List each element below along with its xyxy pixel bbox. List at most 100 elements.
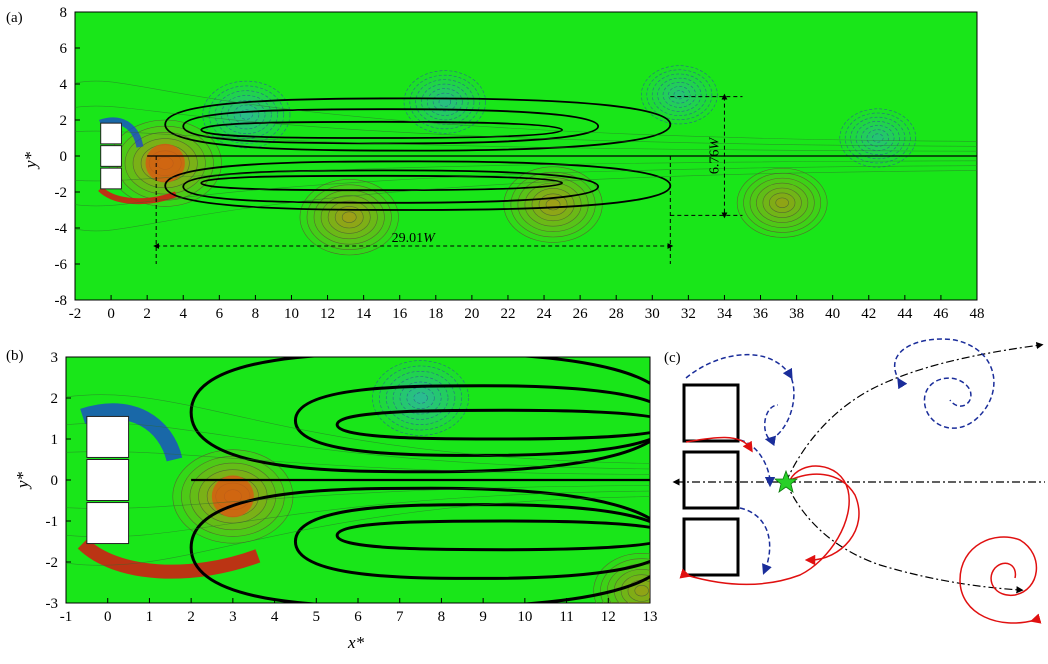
square-cylinder-icon [86, 502, 130, 545]
x-tick-label: 44 [897, 306, 913, 322]
y-tick-label: 4 [60, 77, 68, 93]
vortex-contour [673, 90, 686, 100]
square-cylinder-icon [100, 145, 122, 167]
panel-b-xlabel: x* [347, 633, 365, 652]
vortex-contour [399, 381, 442, 415]
vortex-contour [421, 83, 469, 121]
streamline-loop [335, 519, 650, 552]
streamline-loop [189, 357, 650, 474]
streamline [75, 80, 977, 142]
x-tick-label: 40 [825, 306, 840, 322]
vortex-core [145, 143, 185, 183]
upper-shear-layer [99, 117, 144, 148]
streamline-loop [200, 120, 563, 139]
x-tick-label: 42 [861, 306, 876, 322]
x-tick-label: 36 [753, 306, 769, 322]
x-tick-label: 13 [643, 609, 658, 625]
x-tick-label: 2 [187, 609, 195, 625]
x-tick-label: 3 [229, 609, 237, 625]
x-tick-label: 24 [537, 306, 553, 322]
vortex-contour [850, 116, 906, 160]
x-tick-label: 28 [609, 306, 624, 322]
square-cylinder-icon [86, 415, 130, 458]
separatrix-upper [785, 341, 1044, 483]
y-tick-label: -1 [46, 514, 59, 530]
panel-c-label: (c) [664, 350, 681, 366]
x-tick-label: -1 [60, 609, 73, 625]
streamline-loop [182, 108, 600, 145]
vortex-contour [415, 79, 475, 125]
vortex-contour [634, 585, 649, 597]
vortex-contour [299, 179, 399, 256]
x-tick-label: 2 [143, 306, 151, 322]
vortex-core [211, 475, 254, 518]
x-tick-label: 0 [104, 609, 112, 625]
negative-vortex [372, 360, 469, 436]
vortex-contour [861, 125, 895, 151]
x-tick-label: 46 [933, 306, 949, 322]
y-tick-label: 0 [60, 149, 68, 165]
x-tick-label: 8 [438, 609, 446, 625]
x-tick-label: 10 [517, 609, 532, 625]
vortex-contour [409, 74, 481, 130]
streamline-loop [293, 503, 650, 580]
x-tick-label: 12 [320, 306, 335, 322]
streamline-loop [189, 486, 650, 603]
x-tick-label: 10 [284, 306, 299, 322]
x-tick-label: 26 [573, 306, 589, 322]
red-streamline-arm [785, 473, 860, 566]
saddle-point-star-icon [773, 469, 799, 493]
panel-c: (c) [664, 338, 1045, 624]
x-tick-label: 9 [479, 609, 487, 625]
dimension-label: 6.76W [707, 137, 722, 175]
y-tick-label: -6 [55, 257, 68, 273]
y-tick-label: -4 [55, 221, 68, 237]
dimension-label: 29.01W [392, 231, 437, 246]
vortex-contour [855, 121, 900, 155]
y-tick-label: -3 [46, 596, 59, 612]
vortex-contour [651, 73, 707, 116]
square-cylinder-icon [86, 459, 130, 501]
x-tick-label: 4 [179, 306, 187, 322]
vortex-contour [749, 177, 815, 228]
x-tick-label: 18 [428, 306, 443, 322]
separatrix-lower [785, 481, 1024, 594]
y-tick-label: 3 [51, 350, 59, 366]
x-tick-label: 34 [717, 306, 733, 322]
streamline [66, 496, 650, 566]
panel-b-ylabel: y* [13, 471, 32, 490]
x-tick-label: 30 [645, 306, 660, 322]
y-tick-label: 8 [60, 5, 68, 21]
negative-vortex [839, 108, 917, 168]
red-streamline-top [685, 436, 753, 453]
vortex-contour [668, 86, 691, 104]
vortex-contour [872, 133, 884, 143]
square-cylinder-icon [682, 383, 740, 443]
panel-a-cylinders [100, 122, 122, 190]
panel-a-vortices [98, 65, 917, 256]
vortex-contour [762, 187, 802, 218]
panel-a-ticks: -2 0 2 4 6 8 10 12 14 16 18 20 22 24 26 28 30 32 34 36 38 40 4… [55, 5, 985, 322]
x-tick-label: 0 [107, 306, 115, 322]
square-cylinder-icon [100, 167, 122, 190]
streamline-loop [335, 408, 650, 441]
vortex-contour [432, 92, 457, 112]
upper-shear-layer [80, 403, 183, 462]
x-tick-label: 48 [970, 306, 985, 322]
vortex-contour [379, 365, 463, 431]
x-tick-label: 16 [392, 306, 408, 322]
vortex-contour [662, 82, 696, 108]
streamline-loop [164, 97, 672, 152]
x-tick-label: 32 [681, 306, 696, 322]
x-tick-label: 20 [464, 306, 479, 322]
x-tick-label: 11 [559, 609, 573, 625]
y-tick-label: 2 [60, 113, 68, 129]
square-cylinder-icon [682, 450, 740, 510]
vortex-contour [769, 192, 796, 213]
x-tick-label: 22 [500, 306, 515, 322]
vortex-contour [334, 206, 364, 229]
x-tick-label: 14 [356, 306, 372, 322]
square-cylinder-icon [682, 517, 740, 577]
